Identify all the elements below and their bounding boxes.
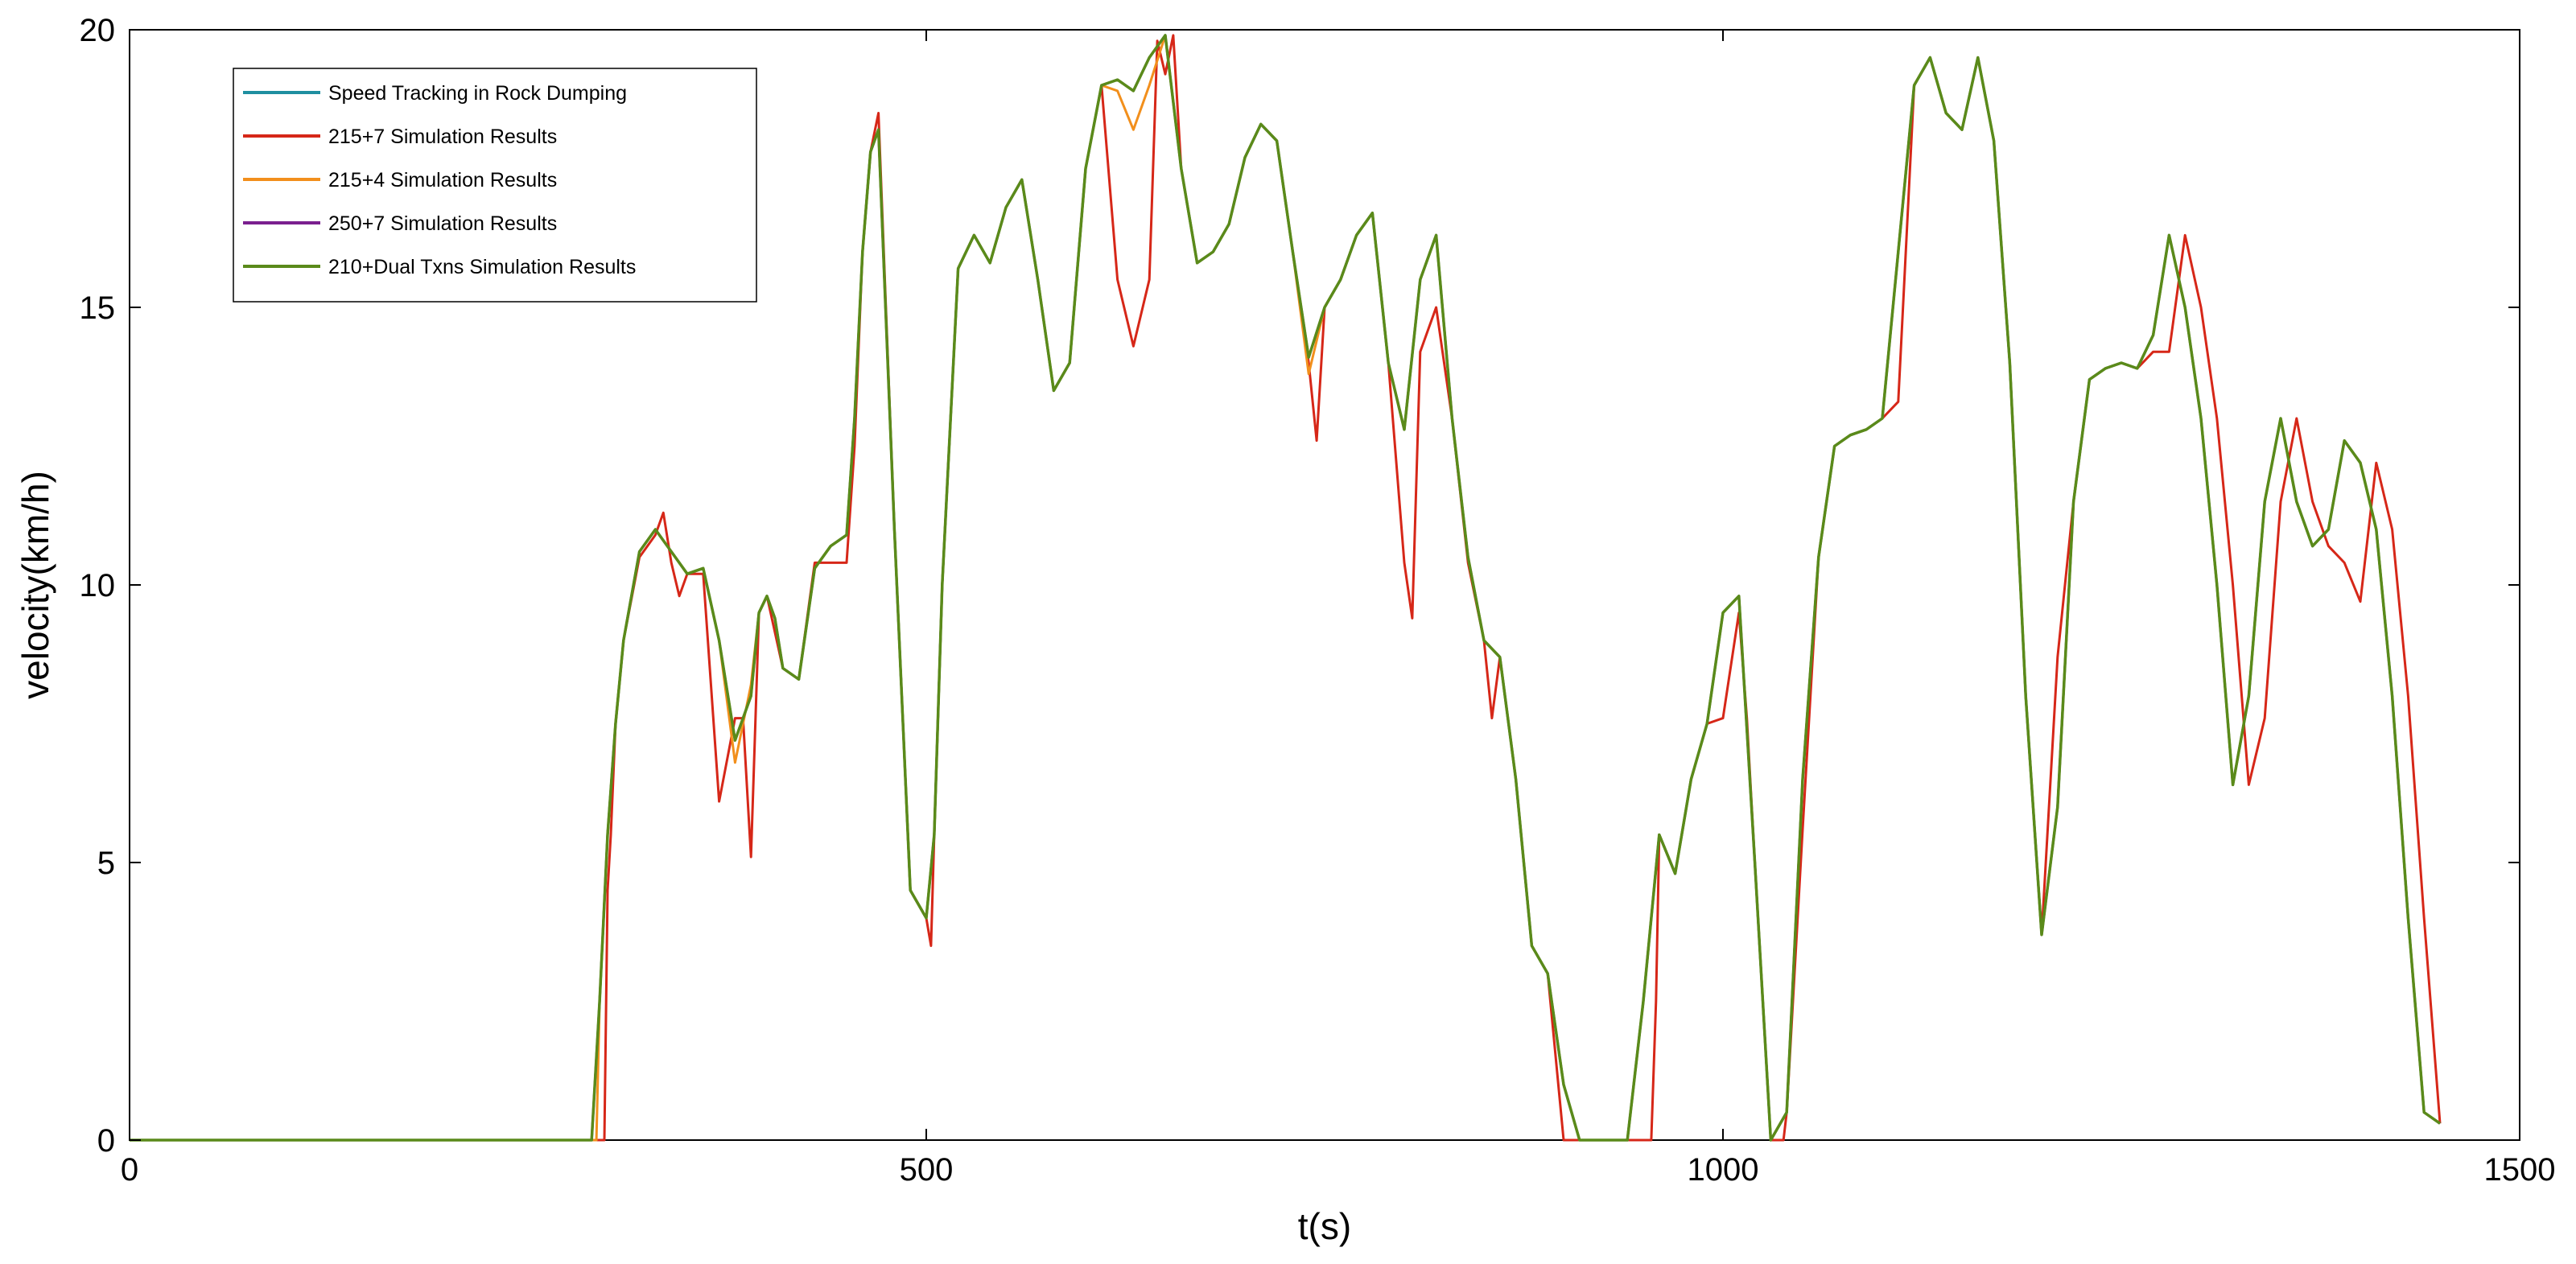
- x-tick-label: 1000: [1688, 1152, 1759, 1188]
- legend-label: Speed Tracking in Rock Dumping: [328, 82, 627, 105]
- x-tick-label: 0: [121, 1152, 138, 1188]
- y-tick-label: 15: [80, 290, 116, 326]
- tick-layer: 0 500 1000 1500 0 5 10 15 20: [80, 13, 2556, 1188]
- legend-box: [233, 68, 757, 303]
- legend-label: 215+4 Simulation Results: [328, 169, 557, 191]
- legend-label: 250+7 Simulation Results: [328, 212, 557, 235]
- y-tick-label: 5: [97, 846, 115, 881]
- x-tick-label: 500: [900, 1152, 954, 1188]
- legend-label: 210+Dual Txns Simulation Results: [328, 256, 636, 278]
- series-line-5: [130, 34, 2442, 1142]
- series-layer: [130, 34, 2442, 1142]
- y-tick-label: 10: [80, 568, 116, 603]
- y-tick-label: 20: [80, 13, 116, 48]
- y-axis-title: velocity(km/h): [14, 471, 56, 699]
- x-axis-title: t(s): [1298, 1205, 1351, 1247]
- x-tick-label: 1500: [2484, 1152, 2556, 1188]
- legend: Speed Tracking in Rock Dumping 215+7 Simu…: [233, 68, 757, 303]
- legend-label: 215+7 Simulation Results: [328, 126, 557, 148]
- y-tick-label: 0: [97, 1123, 115, 1159]
